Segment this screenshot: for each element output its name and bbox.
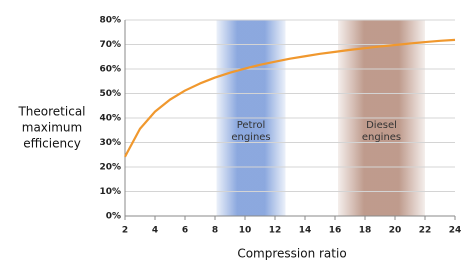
y-axis-title: efficiency: [23, 137, 81, 151]
band-label: engines: [362, 132, 401, 143]
y-tick-label: 20%: [99, 163, 121, 173]
x-tick-label: 18: [359, 226, 372, 236]
x-tick-label: 20: [389, 226, 402, 236]
y-tick-label: 10%: [99, 187, 121, 197]
x-tick-label: 12: [269, 226, 282, 236]
band-label: engines: [231, 132, 270, 143]
x-tick-label: 24: [449, 226, 462, 236]
band-label: Petrol: [237, 120, 266, 131]
y-tick-label: 40%: [99, 114, 121, 124]
x-axis-title: Compression ratio: [237, 247, 346, 261]
x-tick-label: 6: [182, 226, 188, 236]
y-tick-label: 0%: [106, 212, 121, 222]
line-series: [124, 38, 456, 158]
y-tick-label: 50%: [99, 89, 121, 99]
x-tick-label: 4: [152, 226, 158, 236]
x-tick-label: 10: [239, 226, 252, 236]
y-tick-label: 80%: [99, 16, 121, 26]
band-label: Diesel: [366, 120, 397, 131]
x-tick-label: 22: [419, 226, 432, 236]
y-tick-label: 60%: [99, 65, 121, 75]
y-tick-label: 70%: [99, 40, 121, 50]
y-tick-label: 30%: [99, 138, 121, 148]
x-tick-label: 16: [329, 226, 342, 236]
x-tick-label: 2: [122, 226, 128, 236]
y-axis-title: Theoretical: [17, 105, 85, 119]
y-axis-title: maximum: [22, 121, 82, 135]
x-tick-label: 14: [299, 226, 312, 236]
x-tick-label: 8: [212, 226, 218, 236]
